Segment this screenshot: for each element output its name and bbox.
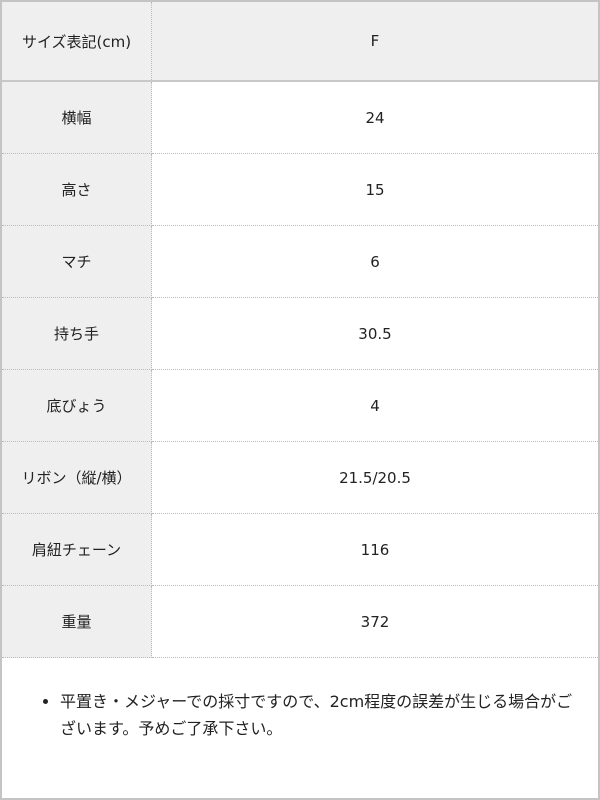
table-row: 肩紐チェーン 116 [2,513,598,586]
table-row: 持ち手 30.5 [2,297,598,370]
row-value: 21.5/20.5 [151,441,598,514]
row-label: マチ [2,225,152,298]
table-row: 底びょう 4 [2,369,598,442]
note-item: 平置き・メジャーでの採寸ですので、2cm程度の誤差が生じる場合がございます。予め… [60,688,582,742]
row-label: 底びょう [2,369,152,442]
row-value: 15 [151,153,598,226]
row-value: 24 [151,81,598,154]
measurement-note: 平置き・メジャーでの採寸ですので、2cm程度の誤差が生じる場合がございます。予め… [42,688,582,742]
row-label: 持ち手 [2,297,152,370]
header-value: F [151,2,598,82]
row-value: 4 [151,369,598,442]
table-row: 高さ 15 [2,153,598,226]
row-value: 116 [151,513,598,586]
row-value: 6 [151,225,598,298]
row-value: 372 [151,585,598,658]
table-row: マチ 6 [2,225,598,298]
table-header-row: サイズ表記(cm) F [2,2,598,82]
table-row: 重量 372 [2,585,598,658]
row-label: 高さ [2,153,152,226]
row-label: 横幅 [2,81,152,154]
row-label: 重量 [2,585,152,658]
row-value: 30.5 [151,297,598,370]
table-row: 横幅 24 [2,81,598,154]
header-label: サイズ表記(cm) [2,2,152,82]
row-label: 肩紐チェーン [2,513,152,586]
table-row: リボン（縦/横） 21.5/20.5 [2,441,598,514]
size-table: サイズ表記(cm) F 横幅 24 高さ 15 マチ 6 持ち手 30.5 底びょう 4 リボン（縦… [2,2,598,658]
row-label: リボン（縦/横） [2,441,152,514]
